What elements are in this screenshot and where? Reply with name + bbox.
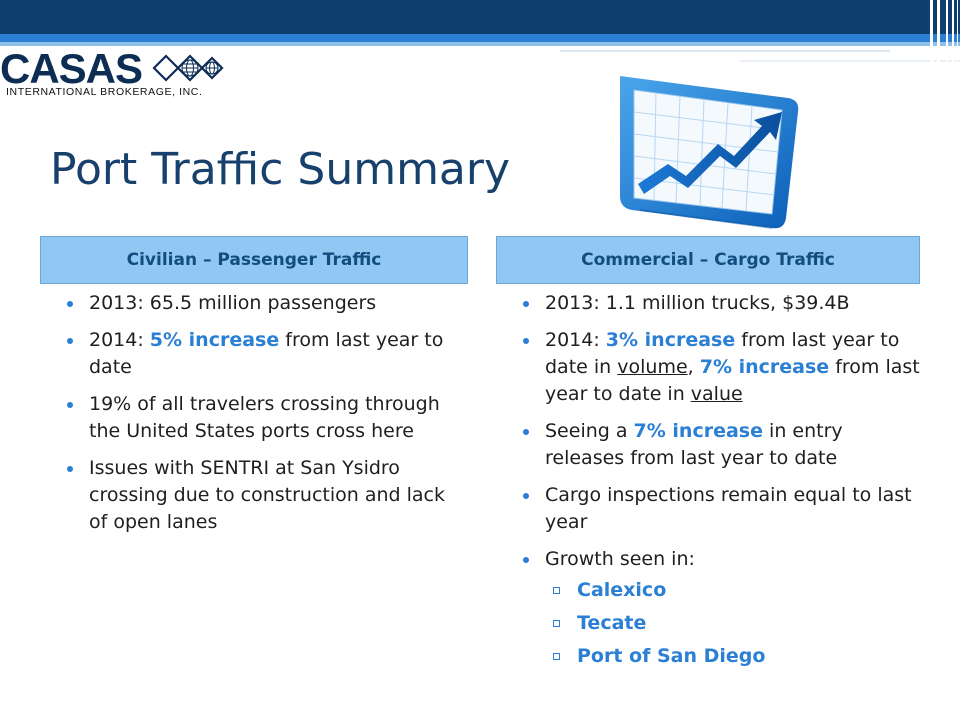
- underlined-text: volume: [617, 356, 688, 378]
- bullet-text: from last year to date: [89, 329, 444, 378]
- list-item: 2014: 5% increase from last year to date: [64, 327, 464, 381]
- bullet-text: Seeing a: [545, 420, 634, 442]
- banner-accent-line: [560, 50, 890, 52]
- bullet-text: 2014:: [89, 329, 150, 351]
- underlined-text: value: [690, 383, 743, 405]
- page-title: Port Traffic Summary: [50, 144, 511, 195]
- logo-subtitle: INTERNATIONAL BROKERAGE, INC.: [6, 86, 203, 98]
- list-item: 19% of all travelers crossing through th…: [64, 391, 464, 445]
- banner-stripe: [0, 34, 960, 42]
- highlight-text: 5% increase: [149, 329, 280, 351]
- list-item: Seeing a 7% increase in entry releases f…: [520, 418, 920, 472]
- banner-stripe-thin: [0, 42, 960, 46]
- growth-location-item: Calexico: [545, 577, 920, 604]
- highlight-text: 7% increase: [699, 356, 830, 378]
- bullet-text: in entry releases from last year to date: [545, 420, 843, 469]
- list-item: 2014: 3% increase from last year to date…: [520, 327, 920, 408]
- banner-accent-line: [740, 60, 960, 62]
- cargo-traffic-header: Commercial – Cargo Traffic: [496, 236, 920, 284]
- globe-icon: [152, 54, 224, 82]
- passenger-traffic-header: Civilian – Passenger Traffic: [40, 236, 468, 284]
- list-item: Growth seen in: Calexico Tecate Port of …: [520, 546, 920, 670]
- banner-end-stripe: [952, 0, 954, 62]
- bullet-text: ,: [687, 356, 700, 378]
- bullet-text: from last year to date in: [545, 329, 900, 378]
- passenger-traffic-list: 2013: 65.5 million passengers 2014: 5% i…: [64, 290, 464, 546]
- growth-location-item: Tecate: [545, 610, 920, 637]
- list-item: Cargo inspections remain equal to last y…: [520, 482, 920, 536]
- list-item: Issues with SENTRI at San Ysidro crossin…: [64, 455, 464, 536]
- growth-location-item: Port of San Diego: [545, 643, 920, 670]
- banner-end-stripe: [930, 0, 933, 62]
- list-item: 2013: 65.5 million passengers: [64, 290, 464, 317]
- bullet-text: Growth seen in:: [545, 548, 695, 570]
- top-banner: [0, 0, 960, 34]
- cargo-traffic-list: 2013: 1.1 million trucks, $39.4B 2014: 3…: [520, 290, 920, 680]
- logo-wordmark: CASAS: [0, 45, 143, 92]
- banner-end-stripe: [957, 0, 958, 62]
- bullet-text: from last year to date in: [545, 356, 920, 405]
- highlight-text: 7% increase: [633, 420, 763, 442]
- growth-locations-list: Calexico Tecate Port of San Diego: [545, 577, 920, 670]
- rising-line-chart-icon: [620, 76, 799, 229]
- highlight-text: 3% increase: [605, 329, 736, 351]
- banner-end-stripe: [946, 0, 948, 62]
- list-item: 2013: 1.1 million trucks, $39.4B: [520, 290, 920, 317]
- bullet-text: 2014:: [545, 329, 606, 351]
- company-logo: CASAS INTERNATIONAL BROKERAGE, INC.: [0, 46, 230, 104]
- banner-end-stripe: [937, 0, 940, 62]
